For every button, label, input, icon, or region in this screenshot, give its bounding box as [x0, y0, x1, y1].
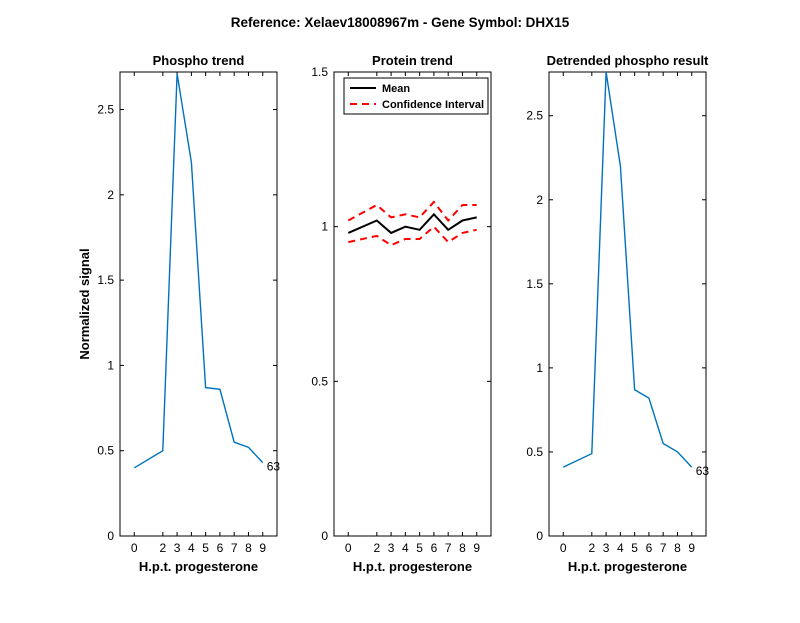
y-tick-label: 0	[321, 529, 328, 543]
x-tick-label: 7	[660, 541, 667, 555]
x-tick-label: 4	[402, 541, 409, 555]
x-tick-label: 2	[159, 541, 166, 555]
x-tick-label: 2	[373, 541, 380, 555]
x-tick-label: 8	[459, 541, 466, 555]
x-axis-label: H.p.t. progesterone	[139, 559, 258, 574]
y-tick-label: 1	[536, 361, 543, 375]
x-tick-label: 3	[388, 541, 395, 555]
y-tick-label: 0	[536, 529, 543, 543]
y-tick-label: 2	[536, 193, 543, 207]
y-tick-label: 2	[107, 188, 114, 202]
x-tick-label: 0	[345, 541, 352, 555]
plot-frame	[119, 71, 278, 537]
y-tick-label: 1	[107, 358, 114, 372]
x-tick-label: 9	[688, 541, 695, 555]
x-tick-label: 6	[431, 541, 438, 555]
point-annotation: 63	[267, 460, 281, 474]
x-tick-label: 0	[131, 541, 138, 555]
x-tick-label: 4	[617, 541, 624, 555]
y-tick-label: 1.5	[97, 273, 114, 287]
x-tick-label: 7	[445, 541, 452, 555]
x-tick-label: 3	[174, 541, 181, 555]
x-tick-label: 5	[631, 541, 638, 555]
point-annotation: 63	[696, 464, 710, 478]
y-tick-label: 2.5	[526, 109, 543, 123]
y-tick-label: 1	[321, 220, 328, 234]
x-tick-label: 7	[231, 541, 238, 555]
y-axis-label: Normalized signal	[77, 248, 92, 359]
plot-frame	[548, 71, 707, 537]
legend-label: Mean	[382, 83, 410, 95]
panel-title: Protein trend	[372, 53, 453, 68]
x-tick-label: 4	[188, 541, 195, 555]
plot-frame	[333, 71, 492, 537]
x-tick-label: 8	[674, 541, 681, 555]
x-tick-label: 9	[473, 541, 480, 555]
y-tick-label: 0.5	[526, 445, 543, 459]
y-tick-label: 0	[107, 529, 114, 543]
series-lower-bound	[348, 225, 477, 247]
x-tick-label: 5	[202, 541, 209, 555]
y-tick-label: 1.5	[526, 277, 543, 291]
y-tick-label: 2.5	[97, 103, 114, 117]
chart-panel-2: 0 2 3 4 5 6 7 8 9 0 0.5 1 1.5 Protein trend H.p.t. pro…	[311, 53, 492, 574]
x-tick-label: 0	[560, 541, 567, 555]
x-tick-label: 6	[217, 541, 224, 555]
series-confidence-interval	[347, 200, 477, 223]
x-tick-label: 6	[646, 541, 653, 555]
series-line	[563, 71, 693, 468]
legend-label: Confidence Interval	[382, 99, 484, 111]
legend: Mean Confidence Interval	[343, 77, 489, 115]
figure-title: Reference: Xelaev18008967m - Gene Symbol…	[231, 15, 570, 30]
series-line	[133, 73, 264, 469]
legend-box	[343, 77, 489, 115]
x-axis-label: H.p.t. progesterone	[568, 559, 687, 574]
x-tick-label: 9	[259, 541, 266, 555]
y-tick-label: 0.5	[311, 374, 328, 388]
series-mean	[347, 212, 477, 235]
x-tick-label: 2	[588, 541, 595, 555]
y-tick-label: 1.5	[311, 65, 328, 79]
x-axis-label: H.p.t. progesterone	[353, 559, 472, 574]
y-tick-label: 0.5	[97, 444, 114, 458]
x-tick-label: 5	[416, 541, 423, 555]
x-tick-label: 3	[603, 541, 610, 555]
x-tick-label: 8	[245, 541, 252, 555]
panel-title: Phospho trend	[153, 53, 245, 68]
panel-title: Detrended phospho result	[547, 53, 709, 68]
